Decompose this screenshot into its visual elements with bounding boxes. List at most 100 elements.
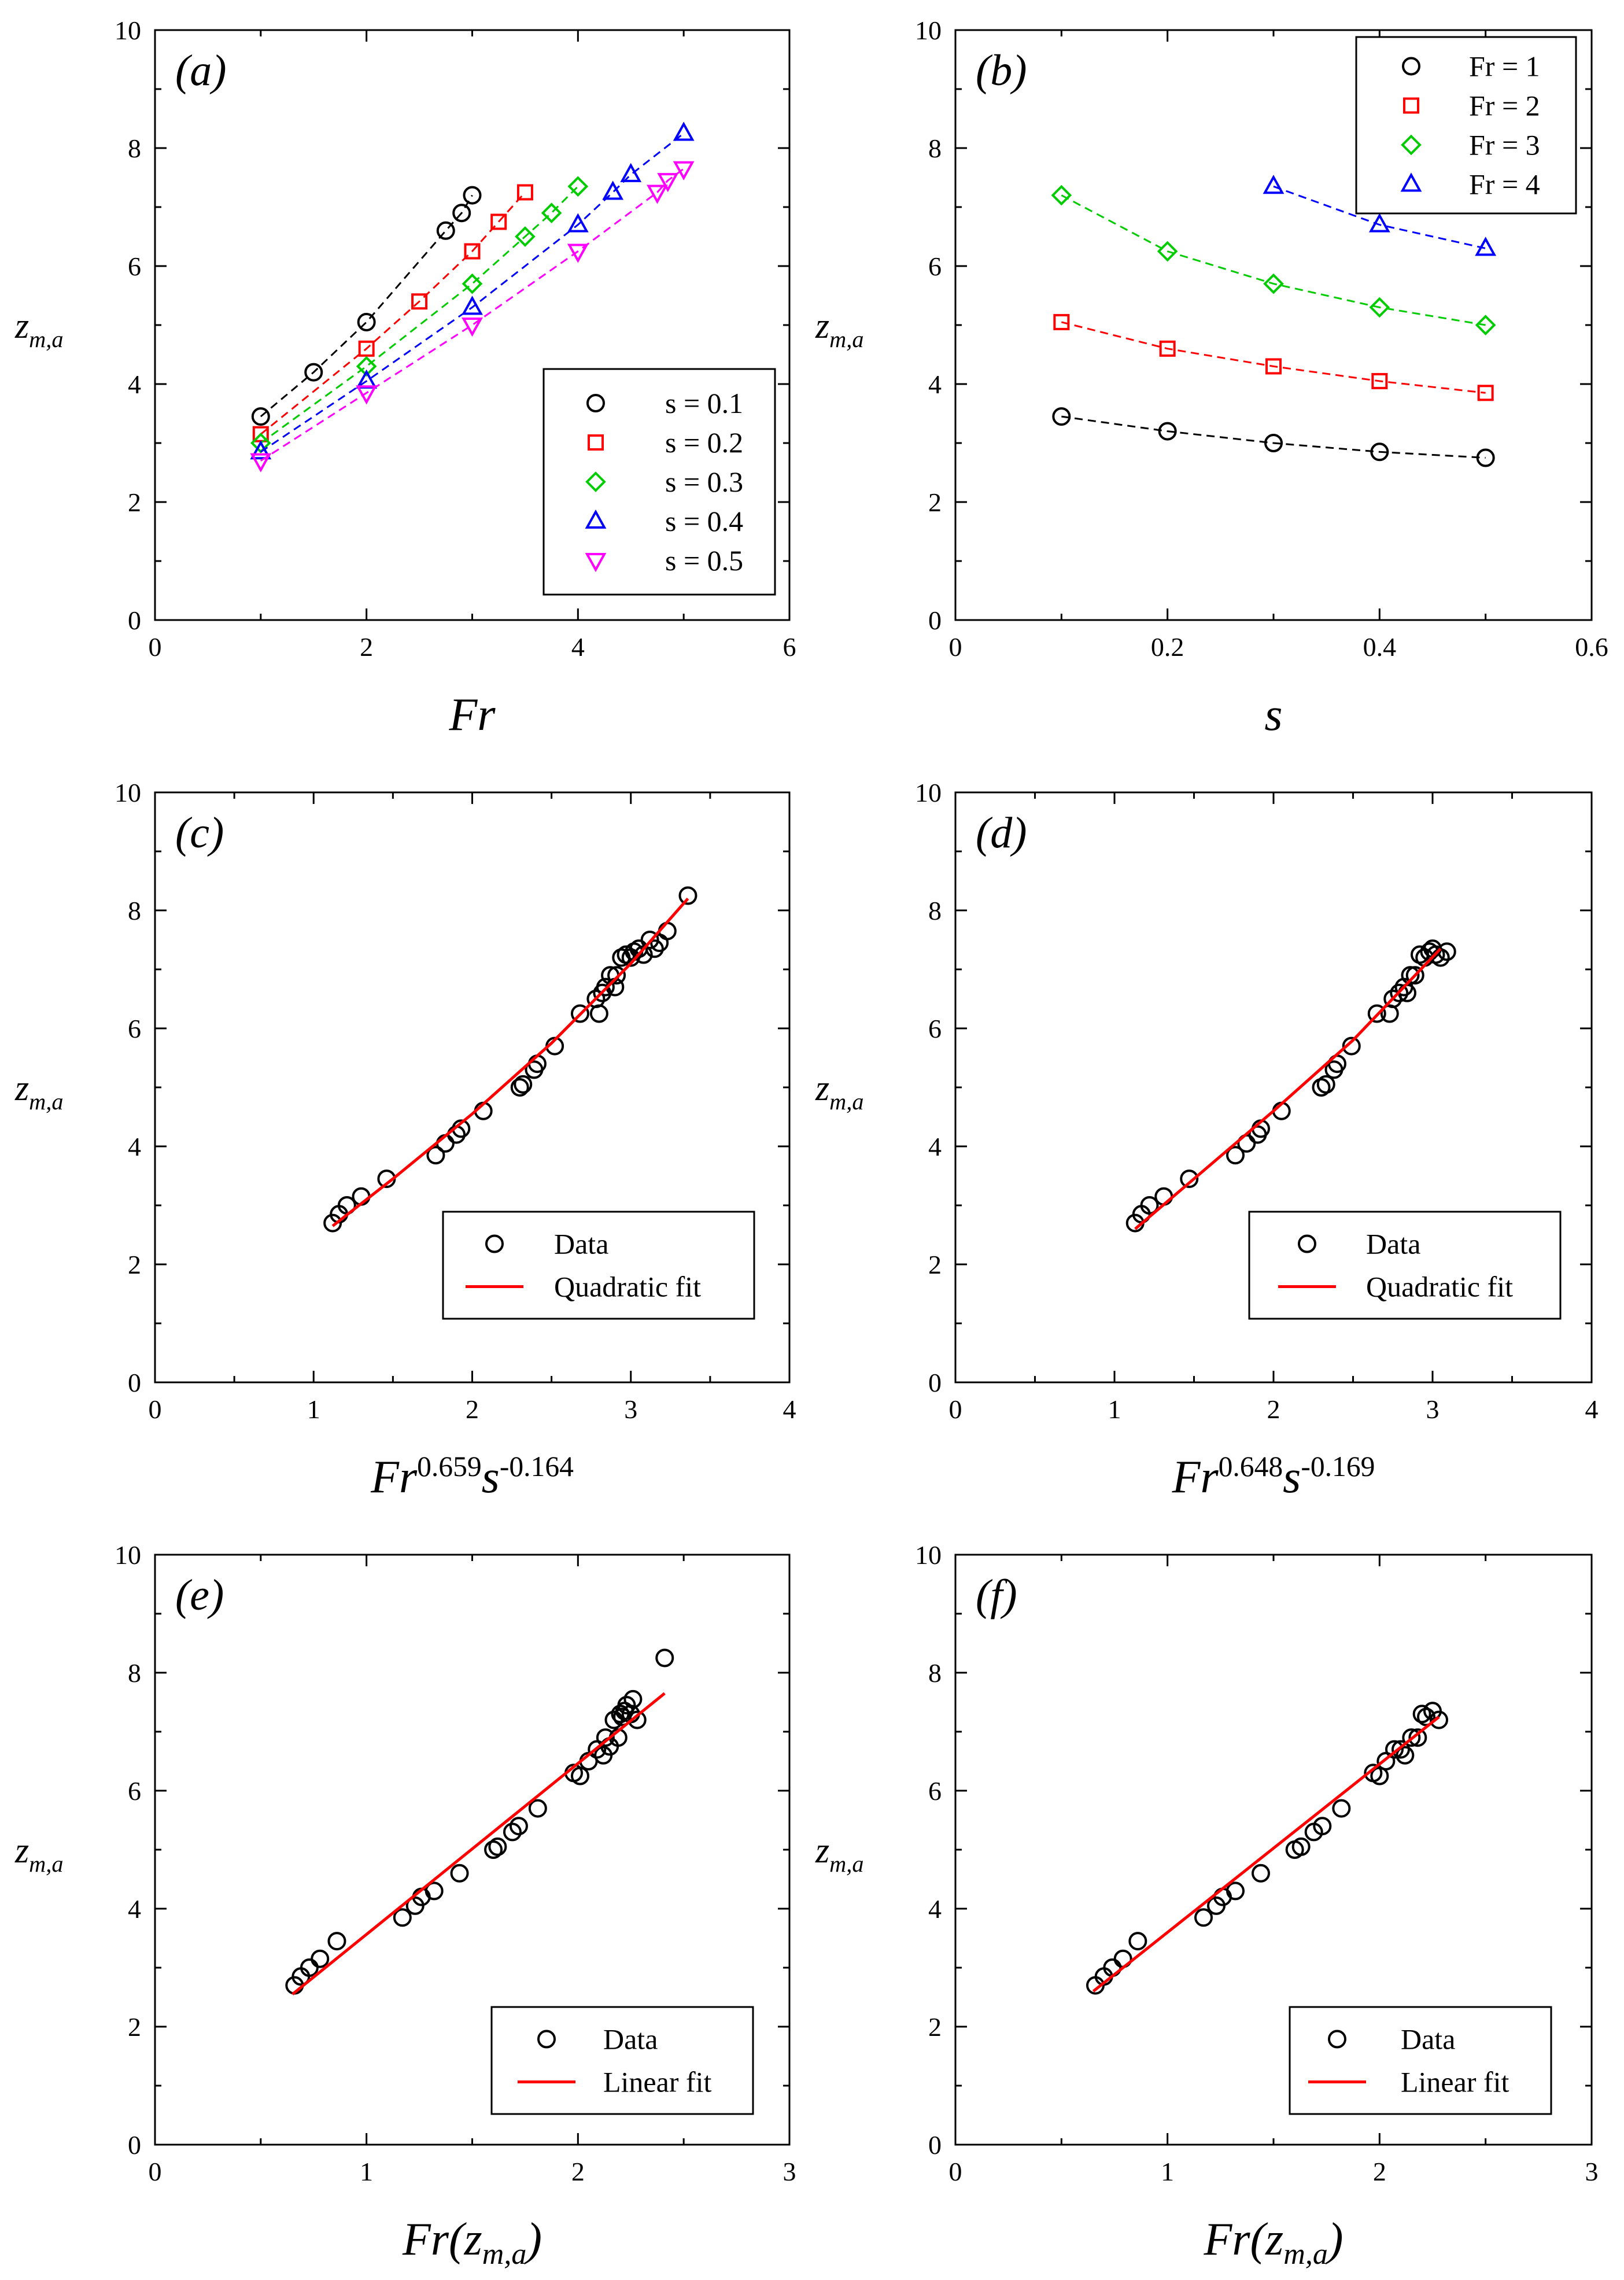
legend-label: s = 0.4 <box>665 505 743 537</box>
legend-marker <box>1402 57 1420 76</box>
data-point <box>541 202 562 224</box>
data-point <box>1370 442 1389 462</box>
data-point <box>510 1078 529 1097</box>
legend-marker <box>1401 134 1422 156</box>
x-tick-label: 0.6 <box>1575 632 1608 662</box>
y-tick-label: 4 <box>928 370 942 399</box>
series-s-0-3 <box>250 176 589 453</box>
data-point <box>356 356 377 377</box>
data-point <box>628 1710 647 1729</box>
data-point <box>1342 1036 1361 1056</box>
series-line <box>260 186 579 444</box>
panel-label: (f) <box>976 1571 1017 1619</box>
x-tick-label: 1 <box>360 2157 373 2186</box>
y-tick-label: 8 <box>928 896 942 925</box>
panel-label: (c) <box>175 809 224 857</box>
legend-marker <box>1328 2030 1346 2049</box>
data-point <box>1264 434 1283 452</box>
series-line <box>260 132 685 453</box>
series-fr-1 <box>1052 407 1495 467</box>
legend-label: Linear fit <box>603 2066 712 2098</box>
x-tick-label: 2 <box>1267 1394 1280 1424</box>
data-point <box>647 185 668 204</box>
data-point <box>673 121 695 141</box>
data-point <box>436 221 455 240</box>
data-point <box>1390 983 1409 1002</box>
y-tick-label: 8 <box>128 1658 141 1688</box>
data-point <box>620 163 642 182</box>
x-tick-label: 1 <box>307 1394 320 1424</box>
data-point <box>464 243 481 260</box>
x-axis-label: Fr0.659s-0.164 <box>370 1451 574 1503</box>
legend: s = 0.1 s = 0.2 s = 0.3 s = 0.4 s = 0.5 <box>542 368 776 596</box>
x-tick-label: 0 <box>949 2157 962 2186</box>
x-tick-label: 4 <box>783 1394 796 1424</box>
data-point <box>640 931 659 949</box>
y-axis-label: zm,a <box>14 1069 63 1115</box>
legend-label: Data <box>1401 2023 1455 2056</box>
y-tick-label: 0 <box>928 1368 942 1397</box>
data-point <box>1194 1908 1213 1927</box>
x-axis-label: Fr(zm,a) <box>1204 2214 1344 2271</box>
fit-line <box>331 897 689 1227</box>
fit-line <box>1134 947 1442 1230</box>
y-tick-label: 4 <box>128 1894 141 1924</box>
data-point <box>567 244 589 263</box>
y-tick-label: 10 <box>915 778 942 807</box>
legend-label: Quadratic fit <box>1366 1271 1513 1303</box>
data-point <box>1402 1728 1421 1747</box>
data-point <box>657 173 679 193</box>
data-point <box>1140 1196 1159 1215</box>
legend-marker <box>585 471 606 492</box>
series-fr-3 <box>1051 185 1496 335</box>
y-tick-label: 0 <box>128 1368 141 1397</box>
legend: Data Quadratic fit <box>1248 1211 1562 1320</box>
data-point <box>1376 1752 1396 1770</box>
x-tick-label: 6 <box>783 632 796 662</box>
y-axis-label: zm,a <box>815 1069 863 1115</box>
data-point <box>1476 448 1495 467</box>
series-data <box>323 886 697 1233</box>
y-tick-label: 4 <box>928 1894 942 1924</box>
legend-label: Data <box>1366 1228 1420 1260</box>
data-point <box>1159 340 1176 357</box>
x-tick-label: 4 <box>1585 1394 1599 1424</box>
data-point <box>1226 1881 1245 1901</box>
y-tick-label: 8 <box>928 134 942 163</box>
data-point <box>1226 1146 1245 1165</box>
y-tick-label: 6 <box>928 1014 942 1043</box>
y-tick-label: 8 <box>128 134 141 163</box>
data-point <box>1475 237 1497 256</box>
data-point <box>250 440 272 460</box>
data-point <box>1252 1864 1270 1883</box>
data-point <box>452 204 471 223</box>
x-tick-label: 2 <box>360 632 373 662</box>
data-point <box>484 1840 503 1859</box>
data-point <box>589 1004 608 1023</box>
data-point <box>1405 966 1424 985</box>
data-point <box>607 966 626 985</box>
x-tick-label: 0.2 <box>1151 632 1184 662</box>
x-axis-label: s <box>1264 689 1282 740</box>
data-point <box>1385 1740 1404 1759</box>
data-point <box>1291 1837 1311 1856</box>
data-point <box>1371 372 1388 389</box>
legend-box <box>490 2006 754 2115</box>
legend: Fr = 1 Fr = 2 Fr = 3 Fr = 4 <box>1355 36 1577 215</box>
legend: Data Quadratic fit <box>442 1211 755 1320</box>
legend-marker <box>1403 97 1419 114</box>
data-point <box>426 1146 445 1165</box>
x-axis-label: Fr <box>449 689 496 740</box>
legend-box <box>1289 2006 1552 2115</box>
data-point <box>1477 385 1494 401</box>
data-point <box>393 1908 412 1927</box>
data-point <box>488 1837 507 1856</box>
data-point <box>1052 407 1071 426</box>
data-point <box>490 213 507 230</box>
series-line <box>260 191 526 435</box>
x-tick-label: 2 <box>466 1394 479 1424</box>
data-point <box>450 1864 469 1883</box>
data-point <box>527 1054 547 1073</box>
data-point <box>596 977 615 997</box>
